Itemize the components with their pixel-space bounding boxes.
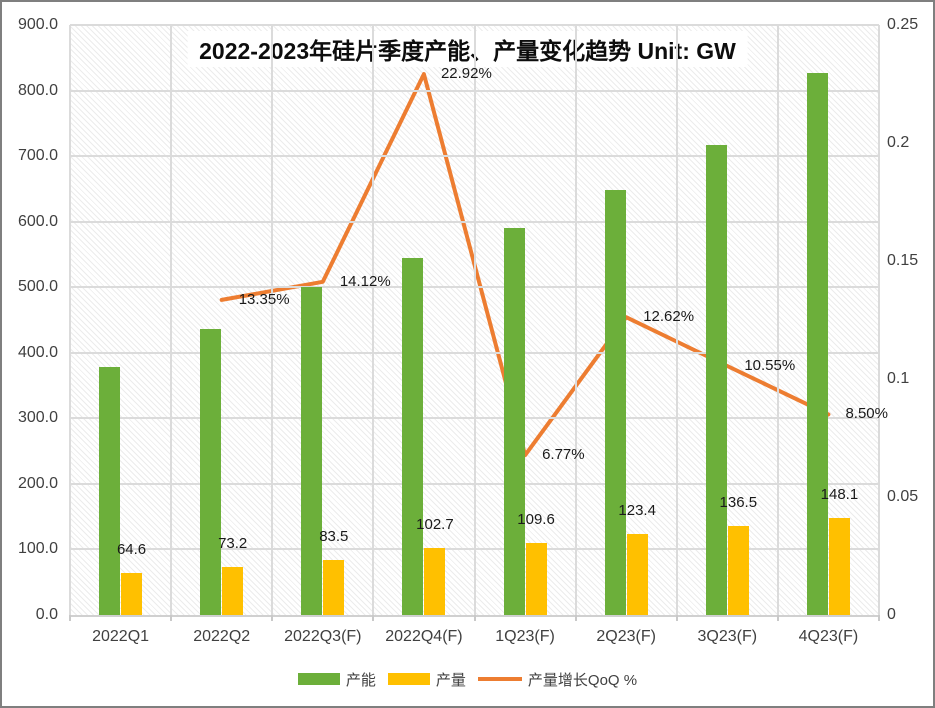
x-axis-category-label: 2022Q4(F)	[385, 628, 463, 645]
vertical-gridline	[473, 25, 476, 615]
x-axis-tick	[574, 615, 577, 621]
qoq-value-label: 10.55%	[744, 357, 796, 375]
left-axis-tick-label: 800.0	[17, 81, 58, 99]
left-axis-tick-label: 0.0	[35, 606, 58, 623]
left-axis-tick-label: 100.0	[17, 540, 58, 558]
qoq-value-label: 14.12%	[339, 272, 391, 290]
x-axis-tick	[372, 615, 375, 621]
left-axis-tick-label: 500.0	[17, 278, 58, 296]
x-axis-tick	[675, 615, 678, 621]
legend-item: 产能	[297, 669, 376, 690]
x-axis-category-label: 2Q23(F)	[596, 628, 656, 645]
x-axis-tick	[69, 615, 71, 621]
legend-swatch-bar	[387, 673, 430, 685]
x-axis-category-label: 3Q23(F)	[697, 628, 758, 645]
left-axis-tick-label: 600.0	[17, 212, 58, 230]
production-value-label: 64.6	[116, 540, 147, 558]
legend-swatch-bar	[297, 673, 340, 685]
production-bar	[323, 560, 345, 615]
vertical-gridline	[675, 25, 678, 615]
x-axis-tick	[271, 615, 274, 621]
vertical-gridline	[372, 25, 375, 615]
vertical-gridline	[776, 25, 779, 615]
legend-swatch-line	[477, 677, 522, 681]
x-axis-category-label: 2022Q3(F)	[284, 628, 362, 645]
production-bar	[121, 572, 143, 615]
qoq-value-label: 12.62%	[643, 308, 695, 326]
production-value-label: 73.2	[218, 535, 248, 552]
capacity-bar	[200, 329, 222, 615]
legend: 产能 产量 产量增长QoQ %	[2, 667, 933, 691]
capacity-bar	[503, 227, 525, 615]
left-axis-tick-label: 400.0	[17, 343, 58, 361]
left-axis-tick-label: 700.0	[17, 147, 58, 165]
production-value-label: 109.6	[517, 511, 555, 529]
right-axis-tick-label: 0.2	[887, 134, 910, 151]
qoq-value-label: 6.77%	[542, 446, 585, 464]
legend-label: 产量	[435, 671, 466, 689]
x-axis-tick	[473, 615, 476, 621]
right-axis-tick-label: 0.05	[887, 488, 919, 505]
capacity-bar	[301, 287, 323, 615]
qoq-value-label: 13.35%	[238, 290, 290, 308]
left-axis-tick-label: 300.0	[17, 409, 58, 427]
capacity-bar	[705, 144, 727, 615]
production-value-label: 83.5	[319, 528, 349, 546]
vertical-gridline	[878, 25, 880, 615]
production-value-label: 123.4	[618, 502, 656, 520]
capacity-bar	[402, 257, 424, 615]
x-axis-tick	[776, 615, 779, 621]
capacity-bar	[99, 367, 121, 615]
vertical-gridline	[69, 25, 71, 615]
chart-title: 2022-2023年硅片季度产能、产量变化趋势 Unit: GW	[187, 31, 748, 67]
production-value-label: 136.5	[719, 493, 758, 511]
x-axis-tick	[170, 615, 173, 621]
vertical-gridline	[271, 25, 274, 615]
legend-label: 产量增长QoQ %	[527, 671, 638, 689]
production-bar	[828, 517, 850, 615]
x-axis-category-label: 1Q23(F)	[495, 628, 555, 645]
legend-item: 产量增长QoQ %	[477, 669, 638, 690]
x-axis-tick	[878, 615, 880, 621]
right-axis-tick-label: 0	[887, 606, 896, 623]
right-axis-tick-label: 0.1	[887, 370, 910, 387]
right-axis-tick-label: 0.25	[887, 16, 919, 33]
vertical-gridline	[170, 25, 173, 615]
left-axis-tick-label: 900.0	[17, 16, 58, 33]
qoq-value-label: 8.50%	[845, 405, 888, 423]
production-bar	[222, 567, 244, 615]
legend-label: 产能	[345, 671, 376, 689]
capacity-bar	[806, 72, 828, 615]
production-value-label: 102.7	[416, 515, 454, 533]
x-axis-category-label: 4Q23(F)	[798, 628, 859, 645]
production-value-label: 148.1	[820, 485, 859, 503]
x-axis-category-label: 2022Q2	[193, 628, 251, 645]
production-bar	[424, 547, 446, 615]
production-bar	[525, 543, 547, 615]
production-bar	[626, 534, 648, 615]
vertical-gridline	[574, 25, 577, 615]
left-axis-tick-label: 200.0	[17, 474, 58, 492]
legend-item: 产量	[387, 669, 466, 690]
right-axis-tick-label: 0.15	[887, 252, 919, 269]
capacity-bar	[604, 190, 626, 615]
production-bar	[727, 525, 749, 615]
x-axis-category-label: 2022Q1	[92, 628, 150, 645]
qoq-value-label: 22.92%	[440, 65, 492, 83]
